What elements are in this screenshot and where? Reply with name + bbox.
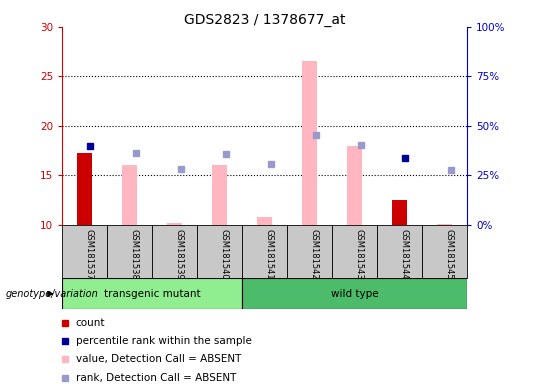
Bar bbox=[167, 223, 183, 225]
Text: transgenic mutant: transgenic mutant bbox=[104, 289, 200, 299]
Bar bbox=[152, 225, 197, 278]
Text: GSM181544: GSM181544 bbox=[400, 229, 409, 280]
Bar bbox=[122, 166, 138, 225]
Text: rank, Detection Call = ABSENT: rank, Detection Call = ABSENT bbox=[76, 373, 236, 383]
Text: GSM181543: GSM181543 bbox=[355, 229, 363, 280]
Bar bbox=[107, 225, 152, 278]
Bar bbox=[77, 154, 92, 225]
Bar bbox=[302, 61, 318, 225]
Bar bbox=[392, 200, 408, 225]
Text: GSM181540: GSM181540 bbox=[220, 229, 228, 280]
Bar bbox=[287, 225, 332, 278]
Bar bbox=[437, 224, 453, 225]
Bar bbox=[347, 146, 362, 225]
Bar bbox=[242, 278, 467, 309]
Bar bbox=[242, 225, 287, 278]
Text: percentile rank within the sample: percentile rank within the sample bbox=[76, 336, 252, 346]
Text: GSM181542: GSM181542 bbox=[309, 229, 319, 280]
Text: GSM181539: GSM181539 bbox=[174, 229, 184, 280]
Text: GSM181545: GSM181545 bbox=[444, 229, 454, 280]
Text: GSM181541: GSM181541 bbox=[265, 229, 274, 280]
Text: genotype/variation: genotype/variation bbox=[5, 289, 98, 299]
Bar bbox=[62, 225, 107, 278]
Bar bbox=[377, 225, 422, 278]
Bar bbox=[256, 217, 273, 225]
Bar bbox=[62, 278, 242, 309]
Bar bbox=[422, 225, 467, 278]
Text: wild type: wild type bbox=[331, 289, 379, 299]
Text: GSM181538: GSM181538 bbox=[130, 229, 139, 280]
Bar bbox=[212, 166, 227, 225]
Bar bbox=[197, 225, 242, 278]
Text: GDS2823 / 1378677_at: GDS2823 / 1378677_at bbox=[184, 13, 346, 27]
Text: count: count bbox=[76, 318, 105, 328]
Text: GSM181537: GSM181537 bbox=[85, 229, 93, 280]
Bar bbox=[332, 225, 377, 278]
Text: value, Detection Call = ABSENT: value, Detection Call = ABSENT bbox=[76, 354, 241, 364]
